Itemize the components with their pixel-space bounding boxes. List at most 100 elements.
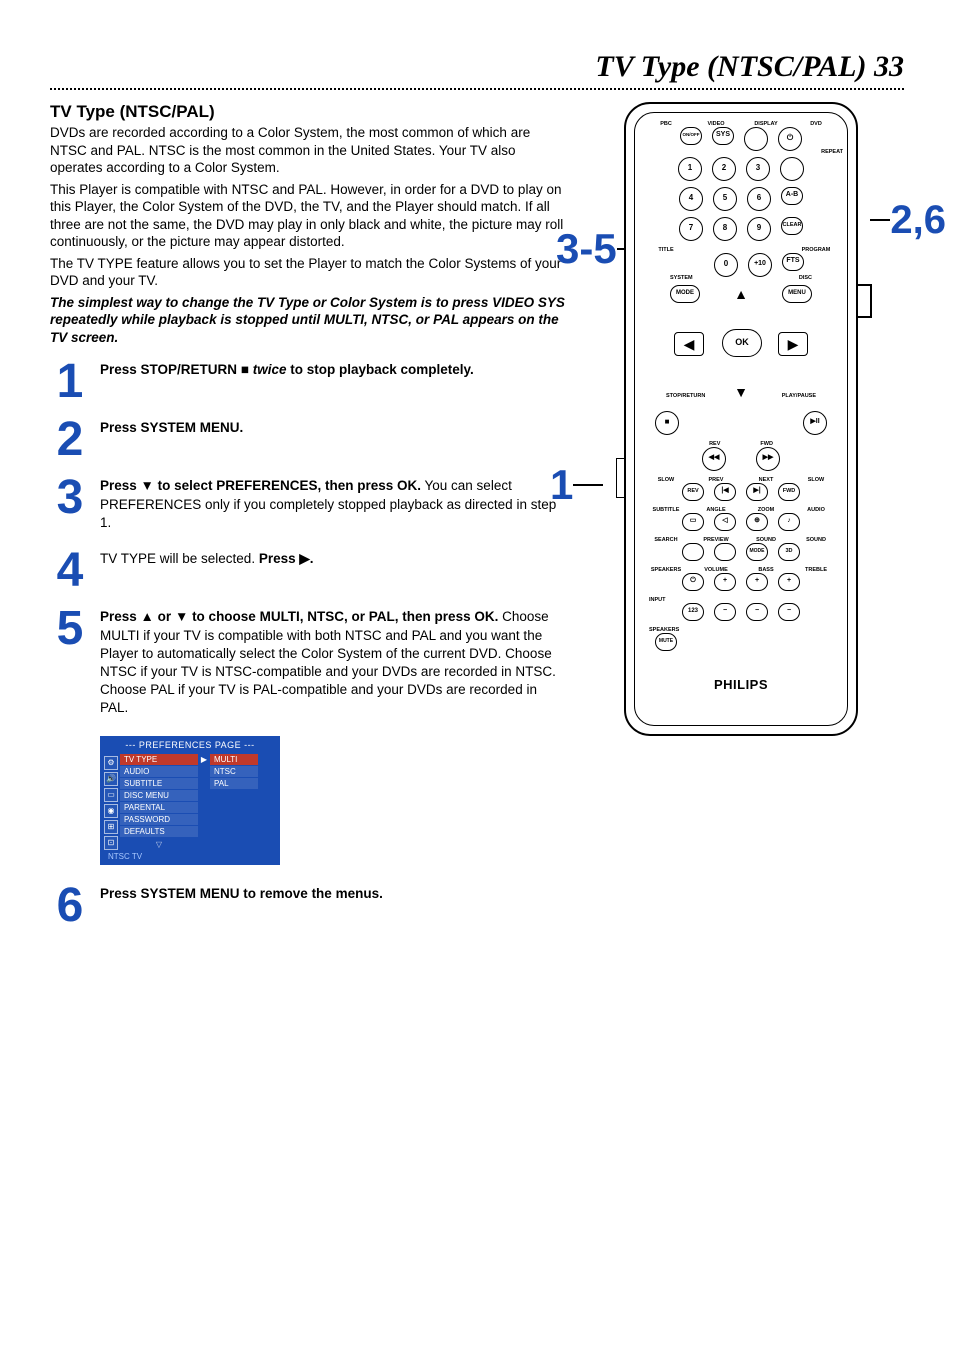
callout-num-1: 1 bbox=[550, 464, 573, 506]
bass-up-button[interactable]: + bbox=[746, 573, 768, 591]
step-text: TV TYPE will be selected. Press ▶. bbox=[100, 550, 568, 568]
prefs-option[interactable]: NTSC bbox=[210, 766, 258, 777]
num-2-button[interactable]: 2 bbox=[712, 157, 736, 181]
mute-button[interactable]: MUTE bbox=[655, 633, 677, 651]
label-slow-l: SLOW bbox=[641, 477, 691, 483]
audio-button[interactable]: ♪ bbox=[778, 513, 800, 531]
brand-label: PHILIPS bbox=[641, 677, 841, 692]
label-audio: AUDIO bbox=[791, 507, 841, 513]
num-3-button[interactable]: 3 bbox=[746, 157, 770, 181]
zoom-button[interactable]: ⊕ bbox=[746, 513, 768, 531]
fts-button[interactable]: FTS bbox=[782, 253, 804, 271]
step-text: Press ▼ to select PREFERENCES, then pres… bbox=[100, 477, 568, 532]
label-sound-3d: SOUND bbox=[791, 537, 841, 543]
slow-fwd-button[interactable]: FWD bbox=[778, 483, 800, 501]
next-button[interactable]: ▶| bbox=[746, 483, 768, 501]
power-button[interactable]: ⏻ bbox=[778, 127, 802, 151]
remote-outline: PBC VIDEO DISPLAY DVD ON/OFF SYS ⏻ bbox=[624, 102, 858, 736]
step-text: Press SYSTEM MENU to remove the menus. bbox=[100, 885, 568, 903]
repeat-button[interactable] bbox=[780, 157, 804, 181]
nav-right-button[interactable]: ▶ bbox=[778, 332, 808, 356]
prefs-item[interactable]: AUDIO bbox=[120, 766, 198, 777]
pbc-button[interactable]: ON/OFF bbox=[680, 127, 702, 145]
display-button[interactable] bbox=[744, 127, 768, 151]
label-program: PROGRAM bbox=[791, 247, 841, 253]
intro-p3: The TV TYPE feature allows you to set th… bbox=[50, 255, 568, 290]
nav-left-button[interactable]: ◀ bbox=[674, 332, 704, 356]
nav-down-button[interactable]: ▼ bbox=[727, 381, 755, 403]
prefs-tab-icon[interactable]: ⚙ bbox=[104, 756, 118, 770]
video-sys-button[interactable]: SYS bbox=[712, 127, 734, 145]
prefs-tab-icon[interactable]: ◉ bbox=[104, 804, 118, 818]
label-search: SEARCH bbox=[641, 537, 691, 543]
prefs-item[interactable]: DISC MENU bbox=[120, 790, 198, 801]
label-volume: VOLUME bbox=[691, 567, 741, 573]
intro-p2: This Player is compatible with NTSC and … bbox=[50, 181, 568, 251]
treble-down-button[interactable]: − bbox=[778, 603, 800, 621]
step-2: 2Press SYSTEM MENU. bbox=[50, 419, 568, 459]
volume-down-button[interactable]: − bbox=[714, 603, 736, 621]
rev-button[interactable]: ◀◀ bbox=[702, 447, 726, 471]
num-5-button[interactable]: 5 bbox=[713, 187, 737, 211]
sound-mode-button[interactable]: MODE bbox=[746, 543, 768, 561]
volume-up-button[interactable]: + bbox=[714, 573, 736, 591]
label-next: NEXT bbox=[741, 477, 791, 483]
num-9-button[interactable]: 9 bbox=[747, 217, 771, 241]
clear-button[interactable]: CLEAR bbox=[781, 217, 803, 235]
num-6-button[interactable]: 6 bbox=[747, 187, 771, 211]
num-7-button[interactable]: 7 bbox=[679, 217, 703, 241]
label-bass: BASS bbox=[741, 567, 791, 573]
stop-return-button[interactable]: ■ bbox=[655, 411, 679, 435]
prefs-tab-icon[interactable]: ⊞ bbox=[104, 820, 118, 834]
prefs-option[interactable]: MULTI bbox=[210, 754, 258, 765]
label-repeat: REPEAT bbox=[821, 149, 843, 155]
prefs-item[interactable]: PARENTAL bbox=[120, 802, 198, 813]
fwd-button[interactable]: ▶▶ bbox=[756, 447, 780, 471]
remote-column: 3-5 1 2,6 bbox=[584, 102, 904, 943]
ok-button[interactable]: OK bbox=[722, 329, 762, 357]
treble-up-button[interactable]: + bbox=[778, 573, 800, 591]
prev-button[interactable]: |◀ bbox=[714, 483, 736, 501]
prefs-option[interactable]: PAL bbox=[210, 778, 258, 789]
slow-rev-button[interactable]: REV bbox=[682, 483, 704, 501]
label-speakers: SPEAKERS bbox=[641, 567, 691, 573]
prefs-item[interactable]: PASSWORD bbox=[120, 814, 198, 825]
num-0-button[interactable]: 0 bbox=[714, 253, 738, 277]
num-1-button[interactable]: 1 bbox=[678, 157, 702, 181]
label-dvd: DVD bbox=[791, 121, 841, 127]
num-4-button[interactable]: 4 bbox=[679, 187, 703, 211]
intro-p1: DVDs are recorded according to a Color S… bbox=[50, 124, 568, 177]
subtitle-button[interactable]: ▭ bbox=[682, 513, 704, 531]
num-8-button[interactable]: 8 bbox=[713, 217, 737, 241]
prefs-item[interactable]: DEFAULTS bbox=[120, 826, 198, 837]
prefs-item[interactable]: TV TYPE bbox=[120, 754, 198, 765]
prefs-footer: NTSC TV bbox=[100, 850, 280, 861]
prefs-tab-icon[interactable]: ⊡ bbox=[104, 836, 118, 850]
play-pause-button[interactable]: ▶II bbox=[803, 411, 827, 435]
step-text: Press STOP/RETURN ■ twice to stop playba… bbox=[100, 361, 568, 379]
input-button[interactable]: 123 bbox=[682, 603, 704, 621]
mode-button[interactable]: MODE bbox=[670, 285, 700, 303]
prefs-tab-icon[interactable]: 🔊 bbox=[104, 772, 118, 786]
preview-button[interactable] bbox=[714, 543, 736, 561]
bass-down-button[interactable]: − bbox=[746, 603, 768, 621]
label-angle: ANGLE bbox=[691, 507, 741, 513]
plus10-button[interactable]: +10 bbox=[748, 253, 772, 277]
angle-button[interactable]: ◁ bbox=[714, 513, 736, 531]
menu-button[interactable]: MENU bbox=[782, 285, 812, 303]
prefs-item[interactable]: SUBTITLE bbox=[120, 778, 198, 789]
label-video: VIDEO bbox=[691, 121, 741, 127]
step-number: 1 bbox=[50, 363, 90, 401]
step-text: Press ▲ or ▼ to choose MULTI, NTSC, or P… bbox=[100, 608, 568, 717]
step-6: 6Press SYSTEM MENU to remove the menus. bbox=[50, 885, 568, 925]
step-5: 5Press ▲ or ▼ to choose MULTI, NTSC, or … bbox=[50, 608, 568, 717]
label-treble: TREBLE bbox=[791, 567, 841, 573]
sound-3d-button[interactable]: 3D bbox=[778, 543, 800, 561]
search-button[interactable] bbox=[682, 543, 704, 561]
speakers-power-button[interactable]: ⏻ bbox=[682, 573, 704, 591]
label-stop-return: STOP/RETURN bbox=[666, 393, 705, 399]
prefs-tab-icon[interactable]: ▭ bbox=[104, 788, 118, 802]
ab-button[interactable]: A-B bbox=[781, 187, 803, 205]
nav-up-button[interactable]: ▲ bbox=[727, 283, 755, 305]
callout-3-5: 3-5 bbox=[556, 228, 633, 270]
